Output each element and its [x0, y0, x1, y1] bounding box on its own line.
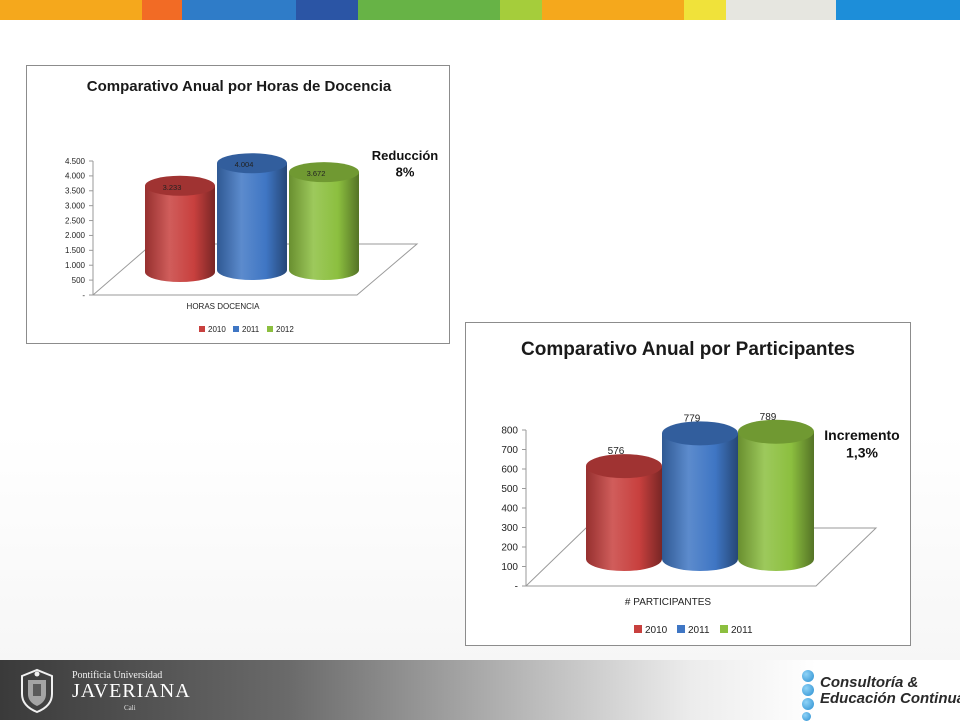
y-tick-label: 2.500 — [65, 216, 86, 225]
chart-title: Comparativo Anual por Horas de Docencia — [87, 78, 392, 95]
bar-top-2011 — [738, 419, 814, 444]
x-axis-label: HORAS DOCENCIA — [187, 302, 261, 311]
bar-2011 — [217, 163, 287, 280]
data-label: 779 — [684, 413, 701, 424]
data-label: 4.004 — [235, 160, 254, 169]
chart-horas-docencia: Comparativo Anual por Horas de Docencia -… — [26, 65, 450, 344]
university-name-small: Pontificia Universidad — [72, 670, 163, 681]
unit-name-line1: Consultoría & — [820, 674, 919, 691]
y-tick-label: 3.500 — [65, 187, 86, 196]
y-tick-label: 4.000 — [65, 172, 86, 181]
university-logo: Pontificia Universidad JAVERIANA Cali — [14, 666, 204, 716]
chart-svg: Comparativo Anual por Participantes - 100 2… — [501, 339, 899, 636]
bar-top-2010 — [145, 175, 215, 196]
y-tick-label: 3.000 — [65, 201, 86, 210]
legend-swatch — [233, 326, 239, 332]
legend-label: 2011 — [731, 625, 753, 636]
legend-label: 2011 — [688, 625, 710, 636]
legend-swatch — [199, 326, 205, 332]
stripe-segment — [182, 0, 296, 20]
y-tick-label: 1.000 — [65, 261, 86, 270]
y-tick-label: - — [515, 582, 518, 593]
y-tick-label: 1.500 — [65, 246, 86, 255]
stripe-segment — [142, 0, 182, 20]
data-label: 3.672 — [307, 169, 326, 178]
legend-swatch — [267, 326, 273, 332]
legend-swatch — [720, 625, 728, 633]
stripe-segment — [0, 0, 142, 20]
annotation-text: 1,3% — [846, 445, 878, 461]
y-tick-label: 500 — [501, 484, 518, 495]
y-tick-label: 300 — [501, 523, 518, 534]
y-tick-label: 4.500 — [65, 157, 86, 166]
bar-2011 — [738, 431, 814, 571]
bar-2010 — [145, 185, 215, 282]
stripe-segment — [358, 0, 500, 20]
stripe-segment — [836, 0, 960, 20]
y-tick-label: 500 — [72, 276, 86, 285]
chart-svg: Comparativo Anual por Horas de Docencia -… — [65, 78, 439, 334]
data-label: 576 — [608, 446, 625, 457]
chart-title: Comparativo Anual por Participantes — [521, 339, 855, 360]
legend-label: 2011 — [242, 325, 260, 334]
logo-dot-icon — [802, 684, 814, 696]
y-tick-label: 400 — [501, 504, 518, 515]
legend-label: 2010 — [645, 625, 668, 636]
legend-swatch — [634, 625, 642, 633]
annotation-text: 8% — [396, 164, 415, 179]
top-color-stripe — [0, 0, 960, 20]
legend-label: 2010 — [208, 325, 226, 334]
bar-top-2012 — [289, 162, 359, 183]
bar-2011 — [662, 433, 738, 571]
bar-top-2011 — [217, 153, 287, 174]
y-tick-label: 200 — [501, 543, 518, 554]
y-tick-label: 600 — [501, 465, 518, 476]
legend-swatch — [677, 625, 685, 633]
stripe-segment — [684, 0, 726, 20]
crest-icon — [21, 668, 53, 714]
stripe-segment — [542, 0, 684, 20]
annotation-text: Reducción — [372, 148, 439, 163]
logo-dot-icon — [802, 698, 814, 710]
chart-participantes: Comparativo Anual por Participantes - 100 2… — [465, 322, 911, 646]
bar-top-2011 — [662, 421, 738, 446]
stripe-segment — [296, 0, 358, 20]
stripe-segment — [726, 0, 836, 20]
y-tick-label: - — [82, 291, 85, 300]
data-label: 789 — [760, 412, 777, 423]
footer-bar: Pontificia Universidad JAVERIANA Cali Co… — [0, 660, 960, 721]
bar-top-2010 — [586, 454, 662, 479]
legend-label: 2012 — [276, 325, 294, 334]
unit-name-line2: Educación Continua — [820, 690, 960, 707]
consultoria-logo: Consultoría & Educación Continua — [800, 668, 960, 721]
y-tick-label: 100 — [501, 562, 518, 573]
x-axis-label: # PARTICIPANTES — [625, 597, 711, 608]
logo-dot-icon — [802, 670, 814, 682]
university-name-big: JAVERIANA — [72, 680, 191, 702]
y-tick-label: 700 — [501, 445, 518, 456]
y-tick-label: 800 — [501, 426, 518, 437]
logo-dot-icon — [802, 712, 811, 721]
bar-2010 — [586, 466, 662, 571]
stripe-segment — [500, 0, 542, 20]
y-tick-label: 2.000 — [65, 231, 86, 240]
bar-2012 — [289, 172, 359, 280]
university-city: Cali — [124, 704, 136, 712]
data-label: 3.233 — [163, 183, 182, 192]
annotation-text: Incremento — [824, 427, 899, 443]
